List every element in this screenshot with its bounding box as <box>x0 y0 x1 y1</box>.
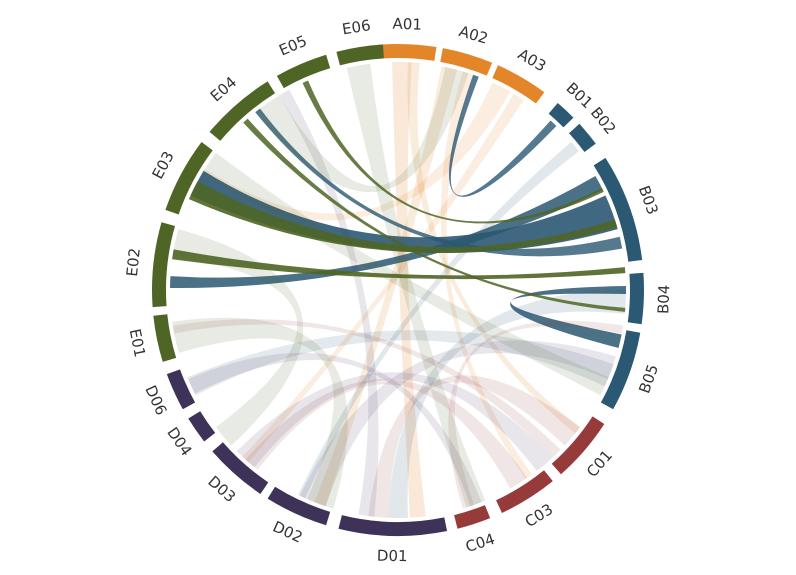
ribbons-layer <box>170 62 627 518</box>
segment-label-b05: B05 <box>635 362 662 396</box>
segment-arc-b01 <box>548 102 574 128</box>
segment-label-c01: C01 <box>583 447 616 481</box>
segment-label-d03: D03 <box>204 472 239 506</box>
segment-label-b03: B03 <box>635 183 662 217</box>
segment-arc-d03 <box>212 442 269 494</box>
segment-label-b04: B04 <box>654 284 673 314</box>
segment-arc-d04 <box>188 411 216 442</box>
segment-arc-a01 <box>376 44 437 61</box>
segment-arc-b03 <box>593 157 643 262</box>
segment-arc-e05 <box>276 54 331 89</box>
chord-ribbon <box>188 181 618 253</box>
segment-label-d02: D02 <box>270 518 305 547</box>
segment-arc-e06 <box>336 44 384 66</box>
chord-ribbon <box>299 340 617 507</box>
segment-label-e02: E02 <box>123 247 144 277</box>
segment-arc-b02 <box>569 123 596 152</box>
chord-ribbon <box>242 93 524 463</box>
segment-arc-d06 <box>166 369 196 410</box>
chord-ribbon <box>368 375 581 518</box>
chord-ribbon <box>245 379 528 489</box>
chord-ribbon <box>256 66 469 193</box>
segment-arc-c01 <box>551 416 605 475</box>
chord-ribbon <box>172 317 348 509</box>
chord-ribbon <box>448 74 557 197</box>
chord-ribbon <box>236 372 553 471</box>
segment-arc-e02 <box>152 222 175 308</box>
segment-label-d01: D01 <box>377 547 408 566</box>
segment-arc-e03 <box>165 141 213 215</box>
segment-arc-e01 <box>153 314 177 362</box>
segment-label-e05: E05 <box>276 32 309 60</box>
segment-label-a03: A03 <box>515 45 549 75</box>
segment-arc-a03 <box>492 65 545 104</box>
segment-label-d04: D04 <box>163 424 195 459</box>
chord-ribbon <box>172 229 304 446</box>
chord-ribbon <box>392 62 426 518</box>
chord-ribbon <box>448 320 624 509</box>
segment-label-e06: E06 <box>341 16 372 38</box>
chord-ribbon <box>346 63 486 508</box>
arcs-layer <box>152 44 645 536</box>
segment-label-a01: A01 <box>392 15 422 34</box>
segment-label-a02: A02 <box>457 22 490 48</box>
chord-ribbon <box>314 66 458 507</box>
chord-ribbon <box>172 319 561 459</box>
chord-ribbon <box>255 108 623 257</box>
segment-arc-b04 <box>627 272 645 325</box>
segment-label-c04: C04 <box>463 530 497 556</box>
segment-arc-b05 <box>600 330 641 410</box>
segment-arc-c03 <box>496 470 553 513</box>
segment-arc-d01 <box>338 515 448 536</box>
segment-label-c03: C03 <box>522 500 557 531</box>
chord-ribbon <box>172 249 626 280</box>
segment-arc-e04 <box>209 81 276 141</box>
chord-ribbon <box>187 330 614 396</box>
chord-ribbon <box>188 352 482 507</box>
segment-arc-d02 <box>267 486 331 526</box>
segment-label-b01: B01 <box>563 79 597 112</box>
segment-arc-c04 <box>454 505 491 529</box>
chord-ribbon <box>202 152 609 396</box>
chord-ribbon <box>510 286 627 349</box>
segment-label-e04: E04 <box>207 73 240 105</box>
chord-ribbon <box>170 176 603 289</box>
segment-label-d06: D06 <box>141 383 170 418</box>
chord-ribbon <box>278 89 379 517</box>
segment-label-b02: B02 <box>587 104 620 138</box>
segment-label-e01: E01 <box>126 327 149 359</box>
segment-label-e03: E03 <box>148 148 177 182</box>
segment-arc-a02 <box>440 48 493 76</box>
